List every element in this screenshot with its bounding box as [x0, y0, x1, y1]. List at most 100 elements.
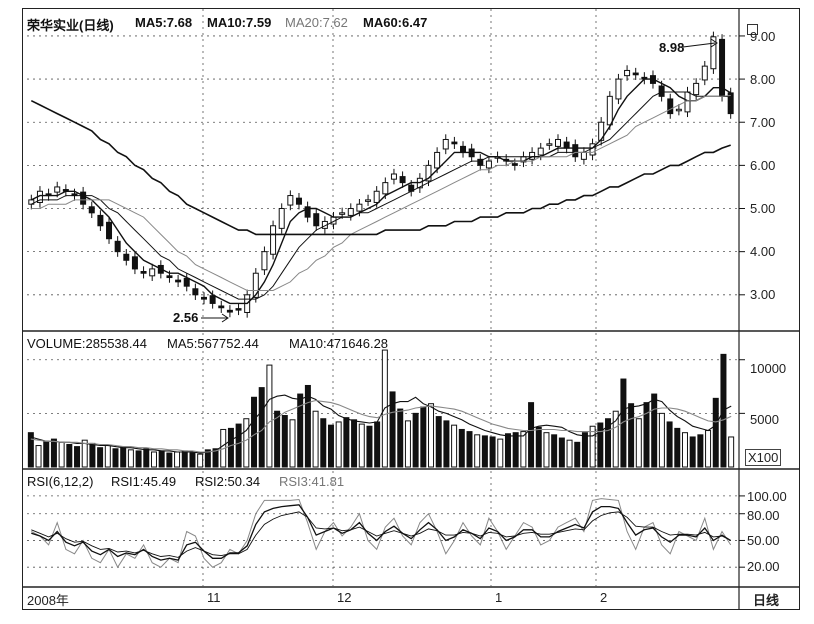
candle-body	[261, 251, 268, 271]
volume-bar	[27, 432, 34, 468]
x-tick-label: 11	[207, 590, 221, 605]
volume-bar	[420, 406, 427, 468]
volume-bar	[574, 441, 581, 468]
candle-body	[166, 275, 173, 279]
rsi-line	[31, 504, 732, 561]
volume-bar	[597, 422, 604, 468]
candle-body	[451, 141, 458, 145]
volume-bar	[535, 426, 542, 468]
volume-ma-line	[30, 394, 732, 454]
candle-body	[658, 85, 665, 97]
volume-bar	[150, 451, 157, 468]
volume-bar	[58, 441, 65, 468]
volume-bar	[612, 410, 619, 468]
price-ma-line	[31, 95, 731, 291]
candle-body	[54, 186, 61, 193]
volume-bar	[504, 433, 511, 468]
candle-body	[701, 65, 708, 81]
volume-bar	[297, 393, 304, 468]
volume-bar	[227, 427, 234, 468]
low-annotation: 2.56	[173, 310, 199, 325]
candle-body	[390, 173, 397, 180]
candle-body	[460, 145, 467, 153]
candle-body	[485, 160, 492, 169]
volume-bar	[327, 424, 334, 468]
rsi-title: RSI(6,12,2)	[27, 474, 94, 489]
candle-body	[632, 72, 639, 76]
volume-bar	[258, 387, 265, 468]
candle-body	[442, 138, 449, 150]
volume-bar	[489, 436, 496, 468]
volume-bar	[274, 410, 281, 468]
volume-bar	[158, 450, 165, 468]
volume-tick: 10000	[750, 361, 787, 376]
volume-bar	[581, 432, 588, 468]
high-annotation: 8.98	[659, 40, 685, 55]
candle-body	[365, 199, 372, 202]
price-ma60-label: MA60:6.47	[363, 15, 428, 30]
volume-bar	[343, 417, 350, 468]
volume-bar	[643, 402, 650, 468]
volume-bar	[189, 452, 196, 468]
volume-bar	[481, 435, 488, 468]
candle-body	[693, 82, 700, 96]
volume-bar	[689, 436, 696, 468]
rsi1-label: RSI1:45.49	[111, 474, 177, 489]
volume-bar	[628, 403, 635, 468]
candle-body	[201, 296, 207, 300]
volume-bar	[443, 420, 450, 468]
rsi3-label: RSI3:41.81	[279, 474, 345, 489]
volume-bar	[43, 440, 50, 468]
rsi2-label: RSI2:50.34	[195, 474, 261, 489]
rsi-tick: 50.00	[747, 533, 780, 548]
candle-body	[235, 308, 242, 311]
x-tick-label: 1	[495, 590, 503, 605]
volume-bar	[320, 418, 327, 468]
candle-body	[529, 151, 536, 160]
volume-bar	[697, 434, 704, 468]
volume-bar	[89, 442, 96, 468]
price-title: 荣华实业(日线)	[27, 18, 114, 33]
volume-bar	[589, 425, 596, 468]
candle-body	[572, 144, 579, 158]
volume-bar	[728, 436, 735, 468]
price-tick: 3.00	[750, 287, 776, 302]
volume-bar	[635, 418, 642, 468]
candle-body	[88, 206, 95, 214]
low-arrowhead	[221, 313, 229, 323]
candle-body	[373, 190, 380, 203]
candle-body	[114, 240, 121, 253]
volume-bar	[251, 396, 258, 468]
stock-chart	[23, 9, 799, 609]
volume-ma5-label: MA5:567752.44	[167, 336, 259, 351]
volume-bar	[35, 445, 42, 468]
volume-bar	[97, 447, 104, 468]
candle-body	[667, 98, 674, 115]
volume-bar	[235, 423, 242, 468]
volume-bar	[428, 403, 435, 468]
candle-body	[123, 253, 130, 261]
volume-bar	[497, 438, 504, 468]
panel-toggle-icon[interactable]	[747, 24, 758, 35]
volume-bar	[674, 427, 681, 468]
candle-body	[382, 182, 389, 195]
volume-bar	[404, 420, 411, 468]
volume-title: VOLUME:285538.44	[27, 336, 147, 351]
rsi-line	[31, 511, 731, 558]
price-tick: 4.00	[750, 244, 776, 259]
volume-bar	[74, 446, 81, 468]
candle-body	[339, 212, 346, 215]
volume-bar	[712, 397, 719, 468]
candle-body	[192, 288, 199, 296]
price-ma5-label: MA5:7.68	[135, 15, 193, 30]
price-tick: 7.00	[750, 115, 776, 130]
chart-frame: 荣华实业(日线) MA5:7.68 MA10:7.59 MA20:7.62 MA…	[22, 8, 800, 610]
volume-ma-line	[30, 399, 732, 453]
high-arrow	[682, 42, 716, 48]
volume-bar	[50, 438, 57, 468]
price-tick: 8.00	[750, 72, 776, 87]
price-tick: 6.00	[750, 158, 776, 173]
candle-body	[175, 279, 182, 283]
volume-bar	[520, 431, 527, 468]
candle-body	[287, 195, 294, 206]
